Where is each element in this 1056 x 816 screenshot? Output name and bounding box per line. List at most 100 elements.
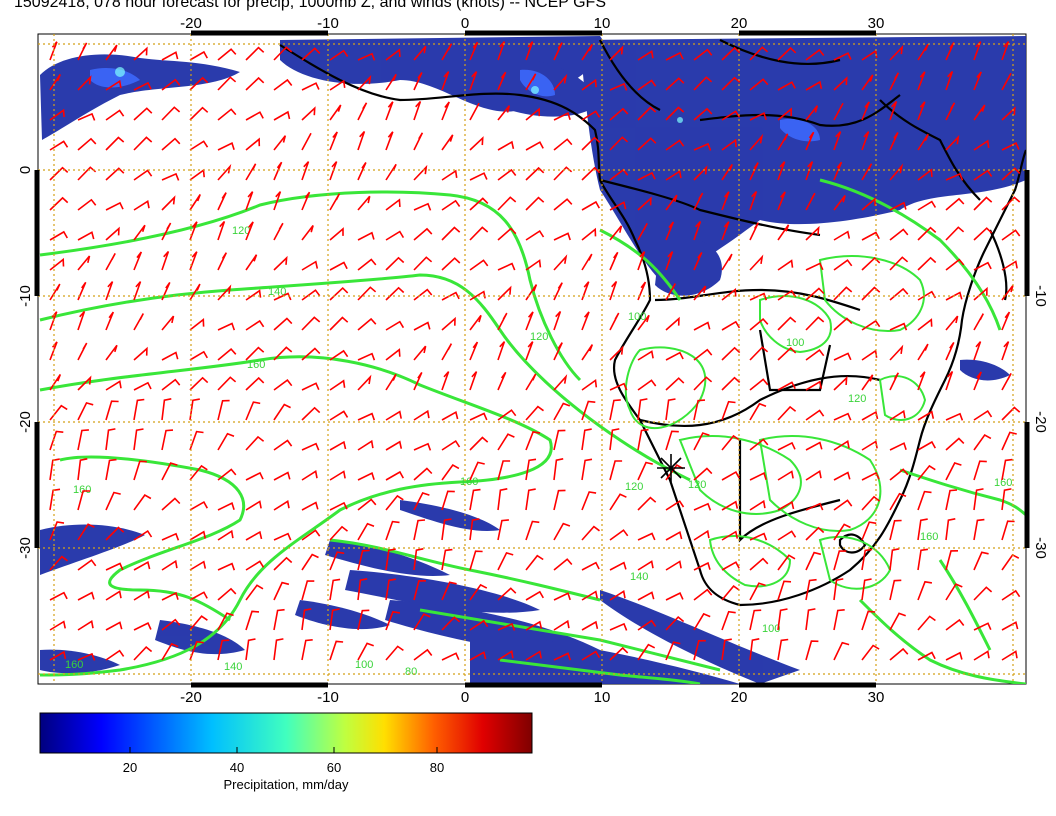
wind-barb	[833, 641, 850, 661]
wind-barb	[637, 461, 653, 481]
wind-barb	[805, 192, 816, 211]
wind-barb	[917, 615, 936, 631]
wind-barb	[273, 403, 291, 421]
wind-barb	[833, 471, 851, 481]
wind-barb	[385, 286, 405, 301]
wind-barb	[749, 162, 759, 181]
wind-barb	[861, 256, 881, 271]
wind-barb	[245, 221, 254, 241]
axis-bars	[34, 30, 1030, 688]
wind-barb	[721, 320, 741, 331]
wind-barb	[609, 201, 627, 211]
wind-barb	[581, 253, 593, 271]
wind-barb	[665, 351, 684, 361]
wind-barb	[749, 317, 769, 331]
wind-barb	[693, 467, 713, 481]
wind-barb	[609, 622, 628, 631]
wind-barb	[945, 226, 965, 241]
wind-barb	[77, 401, 94, 421]
wind-barb	[189, 350, 208, 361]
wind-barb	[581, 344, 594, 361]
wind-barb	[49, 620, 66, 631]
wind-barb	[1001, 458, 1013, 481]
wind-barb	[1001, 406, 1021, 421]
wind-barb	[721, 471, 740, 481]
wind-barb	[301, 529, 321, 541]
wind-barb	[161, 532, 180, 541]
wind-barb	[637, 171, 656, 181]
wind-barb	[245, 471, 264, 481]
colorbar: 20 40 60 80 Precipitation, mm/day	[39, 712, 533, 792]
wind-barb	[945, 518, 956, 541]
wind-barb	[161, 559, 178, 571]
wind-barb	[413, 256, 433, 271]
wind-barb	[161, 378, 181, 391]
wind-barb	[105, 201, 124, 211]
wind-barb	[861, 163, 873, 181]
wind-barb	[693, 348, 713, 361]
wind-barb	[301, 347, 321, 361]
wind-barb	[469, 197, 489, 211]
wind-barb	[301, 106, 316, 121]
wind-barb	[1001, 106, 1016, 121]
wind-barb	[525, 373, 537, 391]
wind-barb	[105, 590, 122, 601]
wind-barb	[301, 382, 320, 391]
lat-tick-label: -20	[17, 411, 34, 433]
wind-barb	[441, 548, 453, 571]
wind-barb	[609, 589, 626, 601]
wind-barb	[945, 618, 965, 631]
wind-barb	[973, 460, 987, 481]
wind-barb	[889, 344, 904, 361]
wind-barb	[385, 410, 402, 421]
wind-barb	[413, 613, 431, 631]
wind-barb	[329, 349, 349, 361]
wind-barb	[497, 519, 509, 541]
wind-barb	[833, 259, 853, 271]
wind-barb	[385, 101, 394, 121]
wind-barb	[665, 139, 685, 151]
wind-barb	[693, 561, 711, 571]
wind-barb	[749, 438, 769, 451]
wind-barb	[833, 195, 846, 211]
wind-barb	[525, 650, 542, 661]
wind-barb	[133, 46, 148, 61]
wind-barb	[133, 169, 153, 181]
wind-barb	[1001, 650, 1018, 661]
wind-barb	[777, 346, 797, 361]
wind-barb	[637, 79, 657, 91]
wind-barb	[105, 458, 117, 481]
contour-label: 140	[630, 571, 648, 583]
wind-barbs	[49, 41, 1021, 661]
wind-barb	[805, 380, 823, 391]
wind-barb	[385, 320, 405, 331]
wind-barb	[413, 100, 422, 121]
wind-barb	[245, 163, 257, 181]
wind-barb	[441, 134, 454, 151]
wind-barb	[833, 102, 844, 121]
wind-barb	[721, 638, 732, 661]
wind-barb	[497, 649, 514, 661]
wind-barb	[469, 314, 482, 331]
wind-barb	[217, 252, 228, 271]
wind-barb	[833, 550, 847, 571]
wind-barb	[301, 639, 313, 661]
wind-barb	[497, 168, 517, 181]
wind-barb	[245, 111, 264, 121]
wind-barb	[917, 490, 932, 511]
wind-barb	[385, 163, 397, 181]
wind-barb	[833, 375, 848, 391]
wind-barb	[77, 490, 91, 511]
wind-barb	[217, 322, 236, 331]
wind-barb	[301, 608, 312, 631]
wind-barb	[525, 488, 536, 511]
lon-tick-label: -10	[317, 15, 339, 32]
wind-barb	[161, 591, 179, 601]
wind-barb	[861, 548, 873, 571]
wind-barb	[833, 499, 853, 511]
wind-barb	[721, 346, 741, 361]
wind-barb	[441, 439, 461, 451]
asterisk-icon	[657, 454, 685, 482]
wind-barb	[609, 646, 629, 661]
wind-barb	[665, 51, 684, 61]
